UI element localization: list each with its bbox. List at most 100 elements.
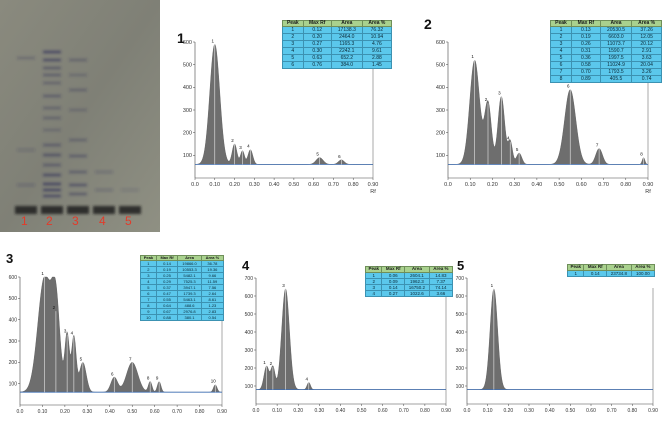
plate-band xyxy=(69,73,87,77)
peak-table-header: Peak Max Rf Area Area % xyxy=(140,254,225,262)
x-tick-label: 0.10 xyxy=(272,408,282,414)
peak-table-cell: 3 xyxy=(550,40,572,49)
peak-table-header-cell: Peak xyxy=(140,254,157,262)
densitogram-svg: 100 200 300 400 500 600 0.0 0.10 0.20 0.30 0.40 0.5… xyxy=(9,271,227,415)
panel-number: 4 xyxy=(242,258,250,273)
peak-table-cell: 2.88 xyxy=(361,54,393,63)
peak-table-cell: 2 xyxy=(550,33,572,42)
x-tick-label: 0.30 xyxy=(249,182,260,188)
peak-label: 10 xyxy=(211,379,217,384)
peak-table-cell: 0.26 xyxy=(570,40,601,49)
plate-band xyxy=(43,81,61,85)
peak-table-row: 1 0.14 23734.8 100.00 xyxy=(566,269,656,277)
y-tick-label: 100 xyxy=(183,153,192,159)
peak-table-cell: 11024.9 xyxy=(599,61,633,70)
x-tick-label: 0.80 xyxy=(627,408,637,414)
x-tick-label: 0.40 xyxy=(336,408,346,414)
plate-band xyxy=(17,56,35,60)
peak-table-row: 3 0.26 11073.7 20.12 xyxy=(550,40,662,49)
peak-table: Peak Max Rf Area Area % 1 0.13 20530.5 37.26 2 0.… xyxy=(550,19,662,84)
peak-table-cell: 0.20 xyxy=(302,33,332,42)
peak-table-cell: 12.05 xyxy=(631,33,662,42)
origin-spot xyxy=(41,206,63,214)
peak-label: 6 xyxy=(567,84,570,89)
peak-label: 5 xyxy=(516,147,519,152)
peak-table-cell: 1022.6 xyxy=(404,289,430,297)
peak-table-cell: 20530.5 xyxy=(599,26,633,35)
densitogram-panel-3: 3 100 200 300 400 500 600 0.0 0.10 0.20 0.30 0.40 0… xyxy=(0,251,230,435)
peak-table-cell: 3 xyxy=(282,40,304,49)
peak-table-cell: 0.27 xyxy=(381,289,406,297)
peak-table-row: 3 0.25 5482.1 9.66 xyxy=(140,272,225,280)
x-tick-label: 0.80 xyxy=(348,182,359,188)
peak-label: 8 xyxy=(640,152,643,157)
peak-label: 3 xyxy=(282,283,285,288)
peak-table-row: 2 0.09 1962.3 7.37 xyxy=(364,277,454,285)
plate-band xyxy=(69,88,87,92)
x-tick-label: 0.80 xyxy=(195,409,205,415)
x-tick-label: 0.40 xyxy=(532,182,543,188)
x-tick-label: 0.50 xyxy=(565,408,575,414)
peak-table-header-cell: Area % xyxy=(631,19,662,28)
peak-label: 2 xyxy=(53,305,56,310)
peak-table-cell: 1793.5 xyxy=(599,68,633,77)
peak-table-cell: 2.91 xyxy=(631,47,662,56)
peak-table: Peak Max Rf Area Area % 1 0.12 17138.3 76.32 2 0.… xyxy=(282,19,393,70)
y-tick-label: 400 xyxy=(183,85,192,91)
x-tick-label: 0.90 xyxy=(217,409,227,415)
peak-label: 4 xyxy=(71,331,74,336)
peak-table-cell: 0.54 xyxy=(200,314,225,322)
x-tick-label: 0.90 xyxy=(441,408,451,414)
peak-table-header-cell: Area % xyxy=(200,254,225,262)
peak-table-row: 9 0.67 2976.8 2.83 xyxy=(140,308,225,316)
panel-number: 1 xyxy=(177,30,185,46)
x-tick-label: 0.40 xyxy=(269,182,280,188)
x-tick-label: 0.80 xyxy=(420,408,430,414)
densitogram-panel-1: 1 100 200 300 400 500 600 0.0 0.10 0.20 0.30 0.40 0… xyxy=(165,19,393,210)
y-tick-label: 300 xyxy=(245,348,254,354)
y-tick-label: 400 xyxy=(9,317,18,323)
peak-table-row: 4 0.31 1590.7 2.91 xyxy=(550,47,662,56)
peak-table-cell: 1165.3 xyxy=(330,40,363,49)
peak-label: 1 xyxy=(263,360,266,365)
peak-table-cell: 100.00 xyxy=(630,269,656,277)
densitogram-curve xyxy=(255,288,446,390)
x-tick-label: 0.0 xyxy=(17,409,24,415)
peak-table-cell: 0.88 xyxy=(155,314,179,322)
plate-band xyxy=(43,173,61,177)
plate-band xyxy=(69,154,87,158)
peak-label: 4 xyxy=(507,136,510,141)
peak-label: 3 xyxy=(239,145,242,150)
peak-table-row: 5 0.63 652.2 2.88 xyxy=(282,54,393,63)
y-tick-label: 300 xyxy=(9,339,18,345)
plate-band xyxy=(43,153,61,157)
x-tick-label: 0.20 xyxy=(487,182,498,188)
peak-label: 9 xyxy=(156,376,159,381)
peak-table-cell: 17138.3 xyxy=(330,26,363,35)
peak-table-cell: 6 xyxy=(282,61,304,70)
x-tick-label: 0.30 xyxy=(524,408,534,414)
panel-number: 3 xyxy=(6,251,14,266)
peak-table-cell: 3.26 xyxy=(631,68,662,77)
peak-table-cell: 0.89 xyxy=(570,75,601,84)
peak-label: 2 xyxy=(231,138,234,143)
peak-table-cell: 5 xyxy=(282,54,304,63)
peak-label: 2 xyxy=(485,97,488,102)
y-tick-label: 600 xyxy=(245,294,254,300)
peak-table-row: 4 0.29 7525.3 11.59 xyxy=(140,278,225,286)
peak-table-cell: 1997.5 xyxy=(599,54,633,63)
peak-label: 2 xyxy=(270,361,273,366)
densitogram-curve xyxy=(467,288,653,390)
plate-band xyxy=(43,50,61,54)
x-tick-label: 0.90 xyxy=(368,182,379,188)
y-tick-label: 400 xyxy=(456,330,465,336)
y-tick-label: 200 xyxy=(456,366,465,372)
x-tick-label: 0.20 xyxy=(503,408,513,414)
origin-spot xyxy=(67,206,89,214)
peak-table-header-cell: Peak xyxy=(550,19,572,28)
y-tick-label: 100 xyxy=(9,381,18,387)
peak-table-cell: 0.74 xyxy=(631,75,662,84)
peak-table-header: Peak Max Rf Area Area % xyxy=(550,19,662,28)
peak-label: 6 xyxy=(111,371,114,376)
peak-table-cell: 2 xyxy=(282,33,304,42)
